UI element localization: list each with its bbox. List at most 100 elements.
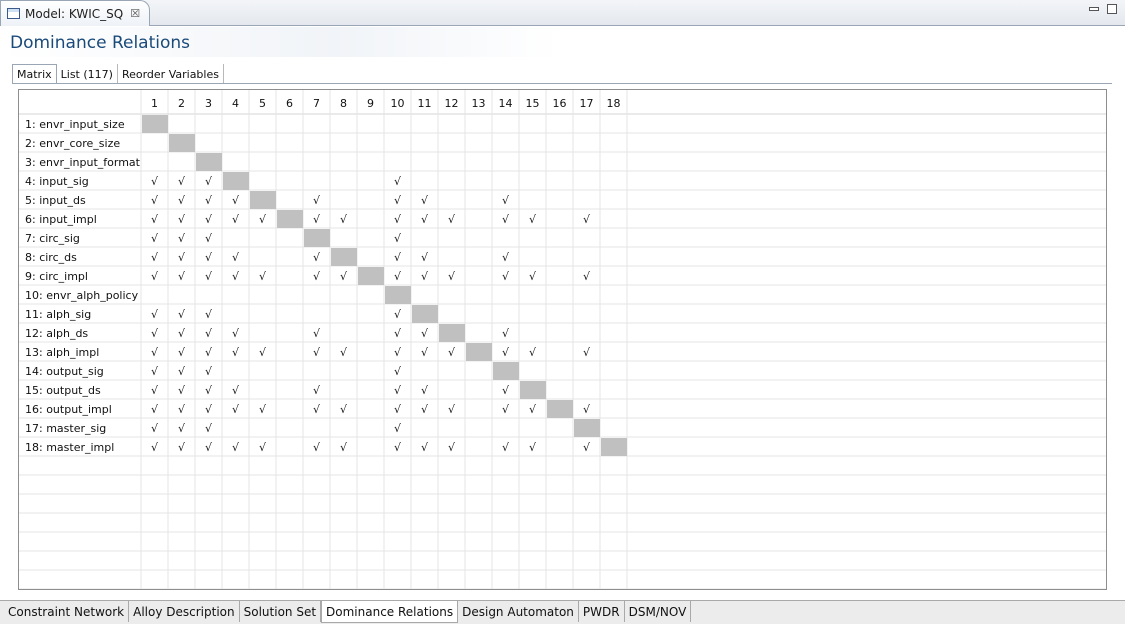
editor-tab-title: Model: KWIC_SQ: [25, 6, 124, 21]
row-label: 8: circ_ds: [25, 251, 77, 264]
dominance-check: √: [259, 403, 267, 416]
column-header: 12: [445, 97, 459, 110]
bottom-tab-alloy-description[interactable]: Alloy Description: [129, 601, 240, 622]
dominance-check: √: [502, 327, 510, 340]
dominance-check: √: [205, 384, 213, 397]
dominance-check: √: [502, 270, 510, 283]
dominance-check: √: [394, 422, 402, 435]
sub-tab-strip: Matrix List (117) Reorder Variables: [12, 64, 224, 84]
dominance-check: √: [448, 403, 456, 416]
dominance-check: √: [232, 384, 240, 397]
bottom-tab-design-automaton[interactable]: Design Automaton: [458, 601, 579, 622]
diagonal-cell: [277, 210, 303, 228]
diagonal-cell: [169, 134, 195, 152]
dominance-check: √: [151, 346, 159, 359]
dominance-check: √: [394, 384, 402, 397]
column-header: 6: [286, 97, 293, 110]
dominance-check: √: [151, 384, 159, 397]
dominance-check: √: [151, 327, 159, 340]
dominance-check: √: [205, 441, 213, 454]
bottom-tab-pwdr[interactable]: PWDR: [579, 601, 625, 622]
dominance-check: √: [151, 232, 159, 245]
dominance-check: √: [583, 441, 591, 454]
dominance-check: √: [421, 384, 429, 397]
dominance-check: √: [178, 175, 186, 188]
dominance-check: √: [259, 213, 267, 226]
column-header: 16: [553, 97, 567, 110]
diagonal-cell: [250, 191, 276, 209]
dominance-check: √: [313, 403, 321, 416]
sub-tab-reorder-variables[interactable]: Reorder Variables: [118, 64, 224, 84]
dominance-check: √: [205, 365, 213, 378]
bottom-tab-constraint-network[interactable]: Constraint Network: [4, 601, 130, 622]
dominance-check: √: [421, 403, 429, 416]
dominance-check: √: [448, 270, 456, 283]
row-label: 4: input_sig: [25, 175, 89, 188]
column-header: 17: [580, 97, 594, 110]
dominance-check: √: [583, 270, 591, 283]
matrix-header-bg: [19, 90, 1106, 114]
dominance-check: √: [313, 251, 321, 264]
dominance-check: √: [178, 441, 186, 454]
dominance-check: √: [205, 232, 213, 245]
dominance-check: √: [205, 194, 213, 207]
dominance-check: √: [394, 194, 402, 207]
title-band: [0, 27, 560, 57]
dominance-check: √: [340, 441, 348, 454]
dominance-check: √: [151, 251, 159, 264]
dominance-check: √: [313, 346, 321, 359]
column-header: 15: [526, 97, 540, 110]
dominance-check: √: [421, 270, 429, 283]
sub-tab-divider: [12, 83, 1112, 84]
row-label: 18: master_impl: [25, 441, 114, 454]
dominance-check: √: [340, 213, 348, 226]
dominance-check: √: [178, 403, 186, 416]
diagonal-cell: [574, 419, 600, 437]
dominance-check: √: [502, 194, 510, 207]
dominance-check: √: [448, 213, 456, 226]
dominance-check: √: [151, 308, 159, 321]
minimize-icon[interactable]: [1089, 7, 1099, 11]
diagonal-cell: [466, 343, 492, 361]
dominance-check: √: [178, 251, 186, 264]
bottom-tab-dsm-nov[interactable]: DSM/NOV: [625, 601, 692, 622]
diagonal-cell: [439, 324, 465, 342]
column-header: 18: [607, 97, 621, 110]
sub-tab-list-117[interactable]: List (117): [57, 64, 118, 84]
diagonal-cell: [331, 248, 357, 266]
maximize-icon[interactable]: [1107, 4, 1117, 14]
dominance-check: √: [205, 270, 213, 283]
close-icon[interactable]: ☒: [130, 7, 141, 20]
dominance-check: √: [259, 346, 267, 359]
editor-tab-model[interactable]: Model: KWIC_SQ ☒: [0, 0, 150, 26]
dominance-check: √: [205, 251, 213, 264]
dominance-check: √: [232, 346, 240, 359]
dominance-check: √: [259, 441, 267, 454]
dominance-check: √: [529, 403, 537, 416]
dominance-check: √: [313, 270, 321, 283]
column-header: 7: [313, 97, 320, 110]
column-header: 2: [178, 97, 185, 110]
diagonal-cell: [142, 115, 168, 133]
dominance-check: √: [178, 365, 186, 378]
bottom-tab-dominance-relations[interactable]: Dominance Relations: [321, 601, 459, 623]
dominance-check: √: [502, 441, 510, 454]
dominance-check: √: [529, 346, 537, 359]
dominance-check: √: [340, 403, 348, 416]
column-header: 14: [499, 97, 513, 110]
bottom-tab-solution-set[interactable]: Solution Set: [240, 601, 322, 622]
dominance-check: √: [313, 327, 321, 340]
dominance-check: √: [178, 327, 186, 340]
dominance-check: √: [421, 346, 429, 359]
sub-tab-matrix[interactable]: Matrix: [12, 64, 57, 84]
dominance-check: √: [421, 327, 429, 340]
dominance-check: √: [205, 308, 213, 321]
dominance-check: √: [529, 213, 537, 226]
dominance-check: √: [394, 441, 402, 454]
dominance-check: √: [502, 213, 510, 226]
column-header: 10: [391, 97, 405, 110]
dominance-check: √: [205, 422, 213, 435]
diagonal-cell: [412, 305, 438, 323]
dominance-check: √: [421, 194, 429, 207]
